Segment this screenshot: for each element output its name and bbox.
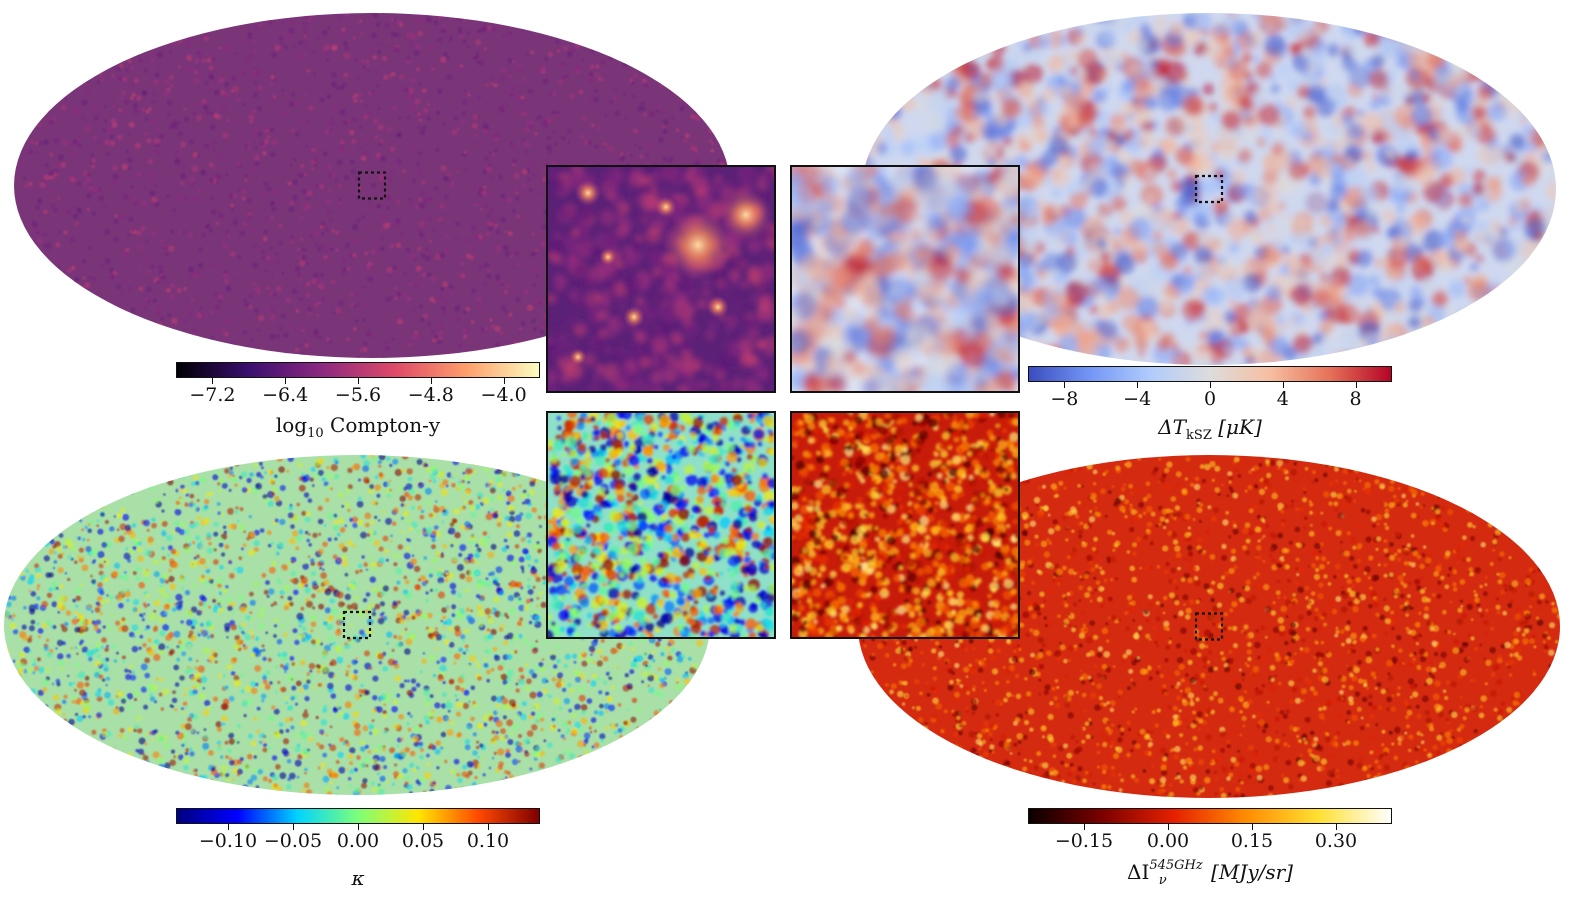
kappa-tick-mark: [358, 824, 359, 830]
ksz-tick-mark: [1210, 382, 1211, 388]
ksz-zoom-inset: [790, 165, 1020, 393]
compton-y-zoom-inset: [546, 165, 776, 393]
compton-y-tick-mark: [430, 378, 432, 384]
cluster-halo: [719, 188, 773, 242]
ksz-tick-mark: [1137, 382, 1139, 388]
kappa-tick-label: 0.00: [336, 830, 380, 852]
ksz-tick-label: 8: [1349, 388, 1362, 410]
ksz-tick-label: −4: [1123, 388, 1152, 410]
compton-y-zoom-marker: [357, 171, 387, 200]
kappa-tick-mark: [423, 824, 424, 830]
ksz-inset-texture: [792, 167, 1018, 391]
cib-545-tick-label: 0.30: [1314, 830, 1358, 852]
kappa-zoom-inset: [546, 411, 776, 639]
cib-545-zoom-marker: [1194, 612, 1224, 641]
compton-y-tick-label: −4.0: [480, 384, 527, 406]
compton-y-tick-mark: [285, 378, 287, 384]
compton-y-tick-mark: [503, 378, 505, 384]
compton-y-colorbar: [176, 362, 540, 378]
kappa-tick-mark: [293, 824, 294, 830]
cib-545-tick-mark: [1084, 824, 1085, 830]
kappa-tick-label: 0.10: [466, 830, 510, 852]
kappa-tick-mark: [488, 824, 489, 830]
kappa-tick-label: −0.10: [198, 830, 258, 852]
cluster-halo: [655, 196, 677, 218]
cluster-halo: [569, 348, 587, 366]
ksz-colorbar: [1028, 366, 1392, 382]
compton-y-tick-label: −6.4: [262, 384, 309, 406]
ksz-tick-label: −8: [1050, 388, 1079, 410]
cib-545-tick-label: 0.15: [1230, 830, 1274, 852]
ksz-tick-mark: [1282, 382, 1284, 388]
kappa-inset-texture: [548, 413, 774, 637]
cib-545-colorbar: [1028, 808, 1392, 824]
cib-545-tick-mark: [1336, 824, 1337, 830]
kappa-tick-mark: [228, 824, 229, 830]
ksz-colorbar-label: ΔTkSZ [μK]: [1158, 415, 1262, 443]
cluster-halo: [662, 209, 734, 281]
compton-y-tick-mark: [358, 378, 359, 384]
cluster-halo: [599, 248, 617, 266]
cluster-halo: [623, 306, 645, 328]
kappa-tick-label: −0.05: [263, 830, 323, 852]
ksz-tick-label: 0: [1203, 388, 1217, 410]
compton-y-tick-mark: [212, 378, 214, 384]
kappa-zoom-marker: [342, 610, 372, 640]
cluster-halo: [574, 179, 602, 207]
kappa-tick-label: 0.05: [401, 830, 445, 852]
ksz-tick-mark: [1064, 382, 1066, 388]
ksz-tick-mark: [1355, 382, 1357, 388]
cib-545-tick-label: −0.15: [1054, 830, 1114, 852]
ksz-zoom-marker: [1194, 174, 1224, 204]
cluster-halo: [707, 296, 729, 318]
kappa-colorbar-label: κ: [351, 866, 365, 890]
cib-545-tick-mark: [1252, 824, 1253, 830]
kappa-colorbar: [176, 808, 540, 824]
compton-y-tick-label: −7.2: [189, 384, 236, 406]
ksz-tick-label: 4: [1276, 388, 1289, 410]
cib-545-zoom-inset: [790, 411, 1020, 639]
compton-y-colorbar-label: log10 Compton-y: [275, 413, 441, 441]
compton-y-tick-label: −4.8: [407, 384, 454, 406]
compton-y-tick-label: −5.6: [334, 384, 382, 406]
cib-545-inset-texture: [792, 413, 1018, 637]
cib-545-tick-label: 0.00: [1146, 830, 1190, 852]
cib-545-colorbar-label: ΔI545GHzν [MJy/sr]: [1127, 858, 1293, 888]
cib-545-tick-mark: [1168, 824, 1169, 830]
